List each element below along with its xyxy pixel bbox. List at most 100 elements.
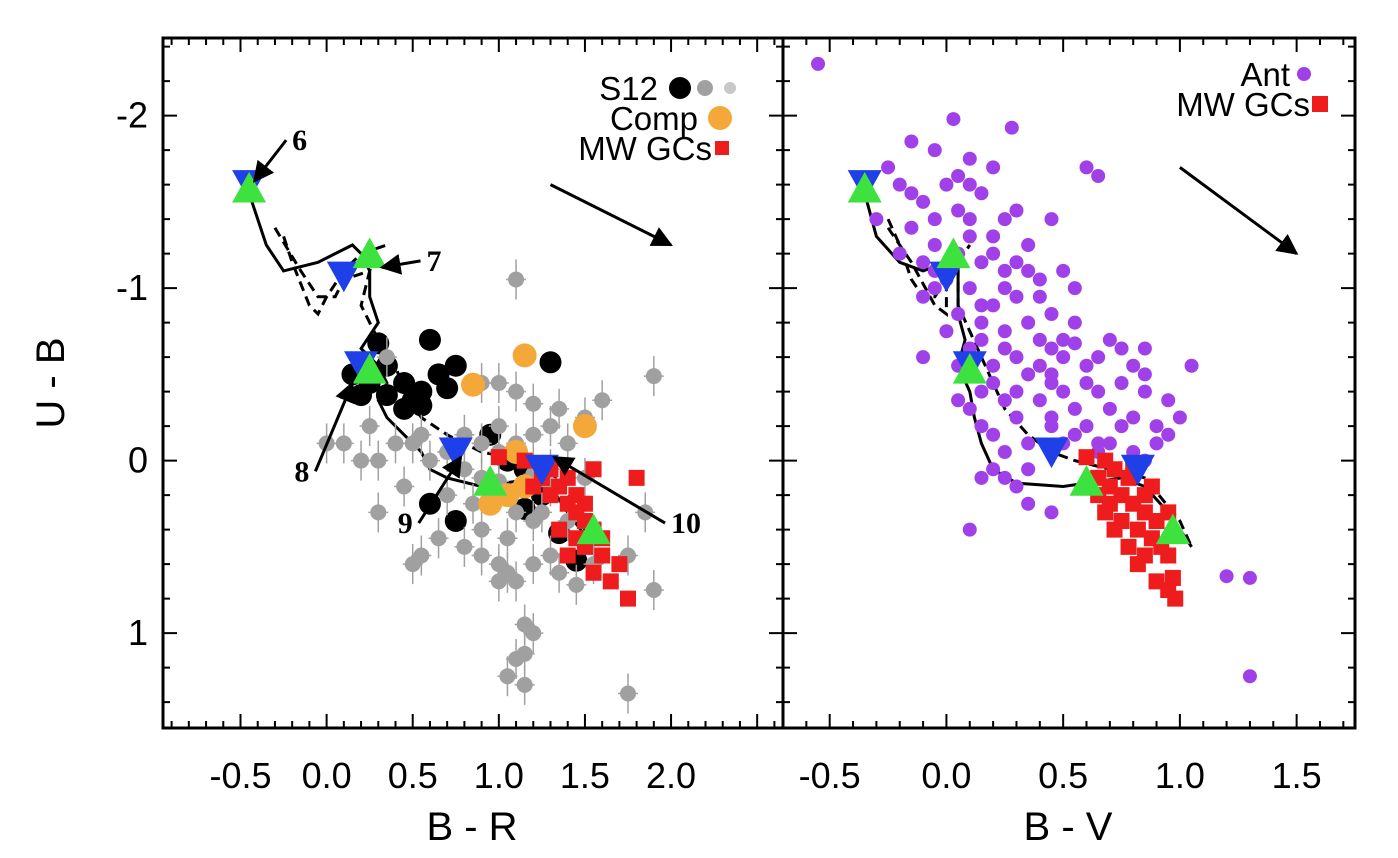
mw-gcs-point xyxy=(551,521,568,538)
ant-point xyxy=(997,281,1012,296)
ant-point xyxy=(1032,358,1047,373)
model-blue-down-triangle-point xyxy=(438,437,473,469)
mw-gcs-point xyxy=(1136,487,1153,504)
x-tick-label: 0.5 xyxy=(1038,755,1088,796)
ant-point xyxy=(951,203,966,218)
panel-ub-vs-br: 6 7 8 9 10 -0.5 0.0 0.5 1.0 1.5 2.0 -2 -1 0 1 S12Comp… xyxy=(29,38,783,849)
model-blue-down-triangle-point xyxy=(1034,437,1069,469)
ant-point xyxy=(1242,570,1257,585)
s12-grey-point xyxy=(499,668,516,685)
mw-gcs-point xyxy=(490,449,507,466)
s12-grey-point xyxy=(525,625,542,642)
s12-grey-point xyxy=(413,426,430,443)
x-tick-label: 0.0 xyxy=(921,755,971,796)
ant-point xyxy=(974,298,989,313)
s12-grey-point xyxy=(378,349,395,366)
ant-point xyxy=(1056,332,1071,347)
s12-grey-point xyxy=(396,478,413,495)
ant-point xyxy=(962,212,977,227)
mw-gcs-point xyxy=(551,478,568,495)
model-green-up-triangle-point xyxy=(232,171,267,203)
s12-grey-point xyxy=(525,395,542,412)
ant-point xyxy=(1032,272,1047,287)
legend-label: Ant xyxy=(1240,56,1290,93)
s12-grey-point xyxy=(508,573,525,590)
mw-gcs-point xyxy=(1167,590,1184,607)
annotation-label: 9 xyxy=(398,507,413,540)
annotation-arrow xyxy=(314,381,355,472)
s12-grey-point xyxy=(594,392,611,409)
mw-gcs-point xyxy=(585,564,602,581)
ant-point xyxy=(1067,281,1082,296)
ant-point xyxy=(869,212,884,227)
legend-marker xyxy=(715,141,729,155)
mw-gcs-point xyxy=(1097,504,1114,521)
s12-grey-point xyxy=(430,530,447,547)
ant-point xyxy=(986,246,1001,261)
ant-point xyxy=(927,238,942,252)
ant-point xyxy=(916,289,931,304)
ant-point xyxy=(1137,341,1152,356)
y-tick-label: 1 xyxy=(128,612,148,653)
s12-grey-point xyxy=(508,383,525,400)
axis-ticks: -0.5 0.0 0.5 1.0 1.5 2.0 -2 -1 0 1 xyxy=(116,38,783,796)
ant-point xyxy=(1091,169,1106,183)
ant-point xyxy=(962,151,977,166)
annotation-arrow xyxy=(552,455,666,525)
s12-grey-point xyxy=(508,271,525,288)
s12-grey-point xyxy=(456,538,473,555)
s12-black-point xyxy=(418,328,441,351)
mw-gcs-point xyxy=(1106,461,1123,478)
s12-grey-point xyxy=(404,556,421,573)
mw-gcs-point xyxy=(1160,547,1177,564)
ant-point xyxy=(1102,332,1117,347)
ant-point xyxy=(1137,367,1152,382)
s12-grey-point xyxy=(456,461,473,478)
mw-gcs-point xyxy=(559,547,576,564)
ant-point xyxy=(916,350,931,365)
x-tick-label: -0.5 xyxy=(799,755,861,796)
ant-point xyxy=(986,358,1001,373)
model-track-dashed-3 xyxy=(282,235,388,317)
legend-marker xyxy=(1312,96,1328,112)
s12-grey-point xyxy=(525,556,542,573)
model-blue-down-triangle-point xyxy=(929,261,964,293)
x-tick-label: 1.0 xyxy=(474,755,524,796)
ant-point xyxy=(997,445,1012,459)
s12-grey-point xyxy=(490,375,507,391)
s12-black-point xyxy=(539,351,562,374)
ant-point xyxy=(927,212,942,227)
s12-grey-point xyxy=(421,452,438,469)
ant-point xyxy=(892,246,907,261)
s12-grey-point xyxy=(508,504,525,521)
s12-grey-point xyxy=(542,547,559,564)
annotation-label: 6 xyxy=(292,124,307,157)
ant-point xyxy=(1067,401,1082,416)
ant-point xyxy=(927,281,942,296)
ant-point xyxy=(1067,336,1082,351)
s12-black-point xyxy=(393,397,416,420)
x-axis-label: B - R xyxy=(426,805,517,849)
model-green-up-triangle-point xyxy=(473,465,508,496)
ant-point xyxy=(1137,384,1152,399)
ant-point xyxy=(962,229,977,244)
mw-gcs-point xyxy=(576,495,593,512)
ant-point xyxy=(1009,350,1024,365)
ant-point xyxy=(881,160,896,175)
ant-point xyxy=(1032,289,1047,304)
ant-point xyxy=(1044,376,1059,390)
ant-point xyxy=(962,401,977,416)
s12-grey-point xyxy=(516,676,533,693)
ant-point xyxy=(997,263,1012,278)
ant-point xyxy=(1044,212,1059,227)
ant-point xyxy=(1044,505,1059,520)
model-track-dashed-3 xyxy=(886,226,972,317)
s12-grey-point xyxy=(525,513,542,529)
ant-point xyxy=(1102,436,1117,451)
s12-black-point xyxy=(350,384,373,407)
s12-grey-point xyxy=(353,452,370,469)
s12-grey-point xyxy=(568,576,585,593)
